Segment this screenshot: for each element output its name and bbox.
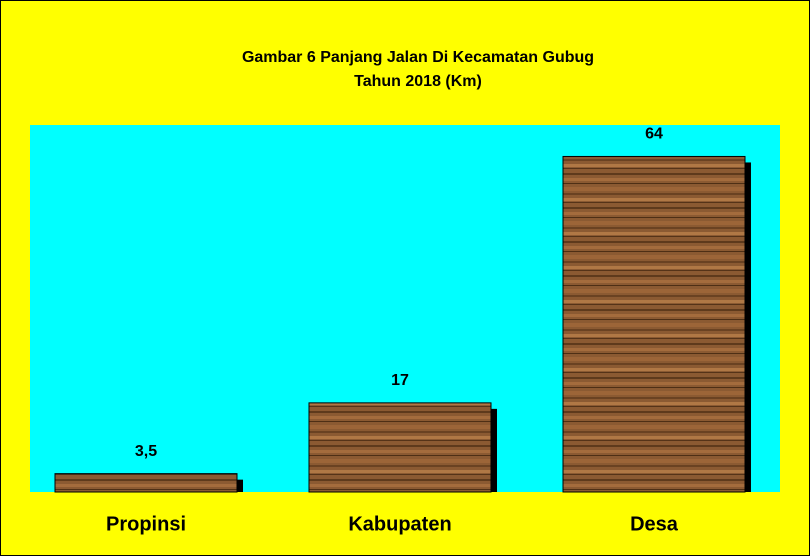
x-tick-label: Kabupaten [348, 513, 451, 535]
bar [308, 402, 492, 493]
value-label: 17 [391, 372, 409, 389]
chart-subtitle: Tahun 2018 (Km) [354, 73, 482, 90]
x-tick-label: Desa [630, 513, 679, 535]
bar [562, 155, 746, 493]
x-tick-label: Propinsi [106, 513, 186, 535]
value-label: 64 [645, 126, 663, 143]
chart-title: Gambar 6 Panjang Jalan Di Kecamatan Gubu… [242, 49, 594, 66]
bar [54, 473, 238, 493]
value-label: 3,5 [135, 443, 157, 460]
